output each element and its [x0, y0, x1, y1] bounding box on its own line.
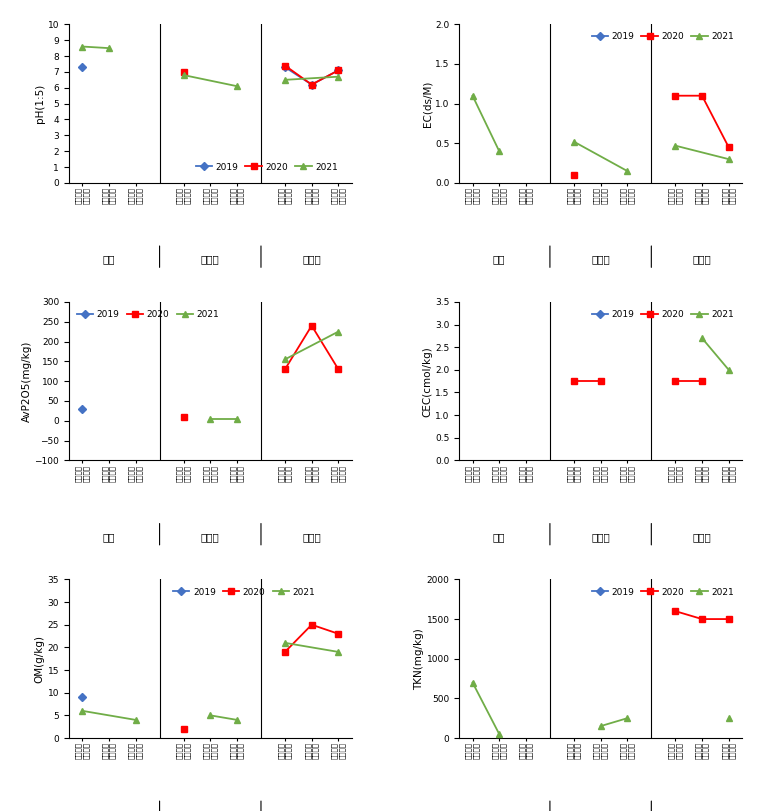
- Legend: 2019, 2020, 2021: 2019, 2020, 2021: [588, 29, 737, 45]
- Text: 영산강: 영산강: [302, 255, 321, 264]
- Y-axis label: OM(g/kg): OM(g/kg): [35, 635, 45, 683]
- Text: 새만금: 새만금: [201, 532, 220, 542]
- Line: 2021: 2021: [470, 680, 503, 737]
- 2021: [724, 365, 734, 375]
- Text: 영산강: 영산강: [302, 809, 321, 811]
- Text: 화원: 화원: [493, 532, 506, 542]
- Legend: 2019, 2020, 2021: 2019, 2020, 2021: [192, 159, 341, 175]
- Text: 새만금: 새만금: [201, 255, 220, 264]
- Text: 화원: 화원: [103, 255, 115, 264]
- 2020: [596, 376, 605, 386]
- Line: 2021: 2021: [207, 416, 240, 422]
- Y-axis label: pH(1:5): pH(1:5): [35, 84, 45, 123]
- Text: 영산강: 영산강: [692, 532, 711, 542]
- Line: 2021: 2021: [699, 335, 732, 373]
- Text: 화원: 화원: [493, 255, 506, 264]
- 2021: [206, 414, 215, 423]
- Legend: 2019, 2020, 2021: 2019, 2020, 2021: [73, 307, 223, 323]
- Text: 새만금: 새만금: [201, 809, 220, 811]
- 2021: [495, 729, 504, 739]
- Legend: 2019, 2020, 2021: 2019, 2020, 2021: [588, 584, 737, 600]
- 2021: [77, 41, 86, 51]
- 2020: [671, 607, 680, 616]
- Text: 화원: 화원: [103, 532, 115, 542]
- Y-axis label: TKN(mg/kg): TKN(mg/kg): [414, 628, 424, 689]
- 2020: [724, 614, 734, 624]
- Legend: 2019, 2020, 2021: 2019, 2020, 2021: [588, 307, 737, 323]
- 2021: [131, 715, 140, 725]
- 2020: [698, 614, 707, 624]
- Text: 새만금: 새만금: [591, 809, 610, 811]
- Text: 새만금: 새만금: [591, 532, 610, 542]
- Text: 영산강: 영산강: [692, 255, 711, 264]
- Line: 2020: 2020: [672, 608, 732, 622]
- Text: 화원: 화원: [493, 809, 506, 811]
- Text: 영산강: 영산강: [692, 809, 711, 811]
- Line: 2021: 2021: [79, 708, 138, 723]
- 2021: [495, 146, 504, 156]
- Line: 2021: 2021: [470, 92, 503, 154]
- Legend: 2019, 2020, 2021: 2019, 2020, 2021: [169, 584, 319, 600]
- Text: 화원: 화원: [103, 809, 115, 811]
- Y-axis label: AvP2O5(mg/kg): AvP2O5(mg/kg): [21, 341, 31, 422]
- 2021: [468, 678, 477, 688]
- Line: 2021: 2021: [79, 44, 112, 51]
- 2021: [104, 43, 113, 53]
- 2021: [233, 414, 242, 423]
- Y-axis label: CEC(cmol/kg): CEC(cmol/kg): [422, 345, 432, 417]
- Y-axis label: EC(ds/M): EC(ds/M): [422, 80, 432, 127]
- 2021: [468, 91, 477, 101]
- 2020: [569, 376, 578, 386]
- Text: 새만금: 새만금: [591, 255, 610, 264]
- Line: 2020: 2020: [571, 378, 604, 384]
- 2021: [77, 706, 86, 715]
- Text: 영산강: 영산강: [302, 532, 321, 542]
- 2021: [698, 333, 707, 343]
